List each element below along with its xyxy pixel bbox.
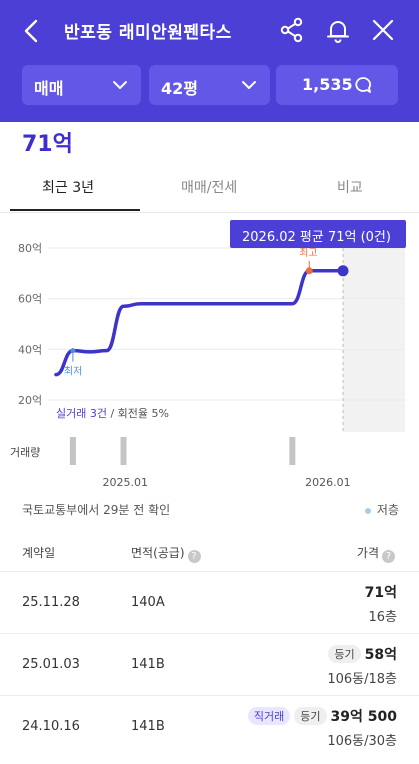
close-icon [372,19,394,41]
app-header: 반포동 래미안원펜타스 매매 42평 1,535 [0,0,419,122]
chevron-left-icon [24,19,38,43]
row-area: 140A [131,595,165,610]
row-area: 141B [131,719,165,734]
registered-badge: 등기 [294,707,327,725]
legend-dot [364,507,371,514]
header-price-label: 가격 [356,546,379,560]
tab-recent-3y[interactable]: 최근 3년 [42,180,94,196]
row-price-group: 직거래 등기 39억 500 [247,706,397,726]
share-icon [280,17,303,43]
row-price-group: 등기 58억 [328,644,397,664]
registered-badge: 등기 [328,645,361,663]
chevron-down-icon [113,81,127,89]
comments-button[interactable]: 1,535 [276,65,398,105]
tab-compare[interactable]: 비교 [337,180,363,196]
y-tick-label: 20억 [18,394,42,407]
future-region [343,240,405,432]
volume-bar [289,437,296,465]
help-icon[interactable]: ? [382,550,395,563]
row-floor: 106동/30층 [327,734,397,749]
table-row[interactable]: 25.11.28 140A 71억 16층 [0,571,419,633]
size-dropdown[interactable]: 42평 [149,65,270,105]
min-marker [70,348,76,354]
deal-type-dropdown[interactable]: 매매 [22,65,141,105]
trade-count: 실거래 3건 [56,407,107,420]
row-area: 141B [131,657,165,672]
close-button[interactable] [369,16,397,44]
y-tick-label: 60억 [18,293,42,306]
page-title: 반포동 래미안원펜타스 [64,23,232,43]
header-area-label: 면적(공급) [131,546,185,560]
back-button[interactable] [18,17,46,45]
tooltip-text: 2026.02 평균 71억 (0건) [242,230,391,245]
row-date: 25.11.28 [22,595,80,610]
table-row[interactable]: 24.10.16 141B 직거래 등기 39억 500 106동/30층 [0,695,419,757]
summary-price: 71억 [22,132,73,157]
filter-bar: 매매 42평 1,535 [22,65,398,105]
data-source-note: 국토교통부에서 29분 전 확인 [22,503,171,517]
row-price: 71억 [364,585,397,601]
table-row[interactable]: 25.01.03 141B 등기 58억 106동/18층 [0,633,419,695]
bell-icon [327,21,349,43]
notification-button[interactable] [324,16,352,44]
tab-sale-jeonse[interactable]: 매매/전세 [181,180,238,196]
direct-deal-badge: 직거래 [247,707,291,725]
help-icon[interactable]: ? [187,550,201,563]
comment-bubble-icon [355,77,371,93]
size-label: 42평 [161,79,198,98]
header-date: 계약일 [22,546,56,560]
row-price: 39억 500 [330,709,397,725]
volume-bar [120,437,127,465]
x-tick-label: 2026.01 [305,476,351,489]
row-date: 25.01.03 [22,657,80,672]
header-area: 면적(공급)? [131,544,201,563]
top-bar: 반포동 래미안원펜타스 [0,0,419,60]
row-floor: 16층 [368,610,397,625]
period-tabs: 최근 3년 매매/전세 비교 [0,163,419,213]
price-line [54,269,345,377]
trade-stats: 실거래 3건 / 회전율 5% [56,407,169,420]
max-marker [305,267,313,275]
active-tab-indicator [10,209,140,211]
volume-bar [69,437,76,465]
y-tick-label: 80억 [18,242,42,255]
row-floor: 106동/18층 [327,672,397,687]
chart-tooltip: 2026.02 평균 71억 (0건) [230,220,406,248]
chevron-down-icon [242,81,256,89]
legend-low-floor: 저층 [364,501,399,518]
current-point [337,265,349,277]
legend-low-label: 저층 [376,503,399,517]
deal-type-label: 매매 [34,79,64,98]
row-date: 24.10.16 [22,719,80,734]
row-price: 58억 [364,647,397,663]
turnover-rate: / 회전율 5% [107,407,169,420]
max-label: 최고 [299,247,317,259]
table-header: 계약일 면적(공급)? 가격? [0,540,419,570]
share-button[interactable] [278,16,306,44]
comments-count: 1,535 [302,75,353,94]
min-label: 최저 [64,366,82,378]
volume-label: 거래량 [10,446,40,459]
x-tick-label: 2025.01 [103,476,149,489]
y-tick-label: 40억 [18,343,42,356]
header-price: 가격? [357,544,395,563]
